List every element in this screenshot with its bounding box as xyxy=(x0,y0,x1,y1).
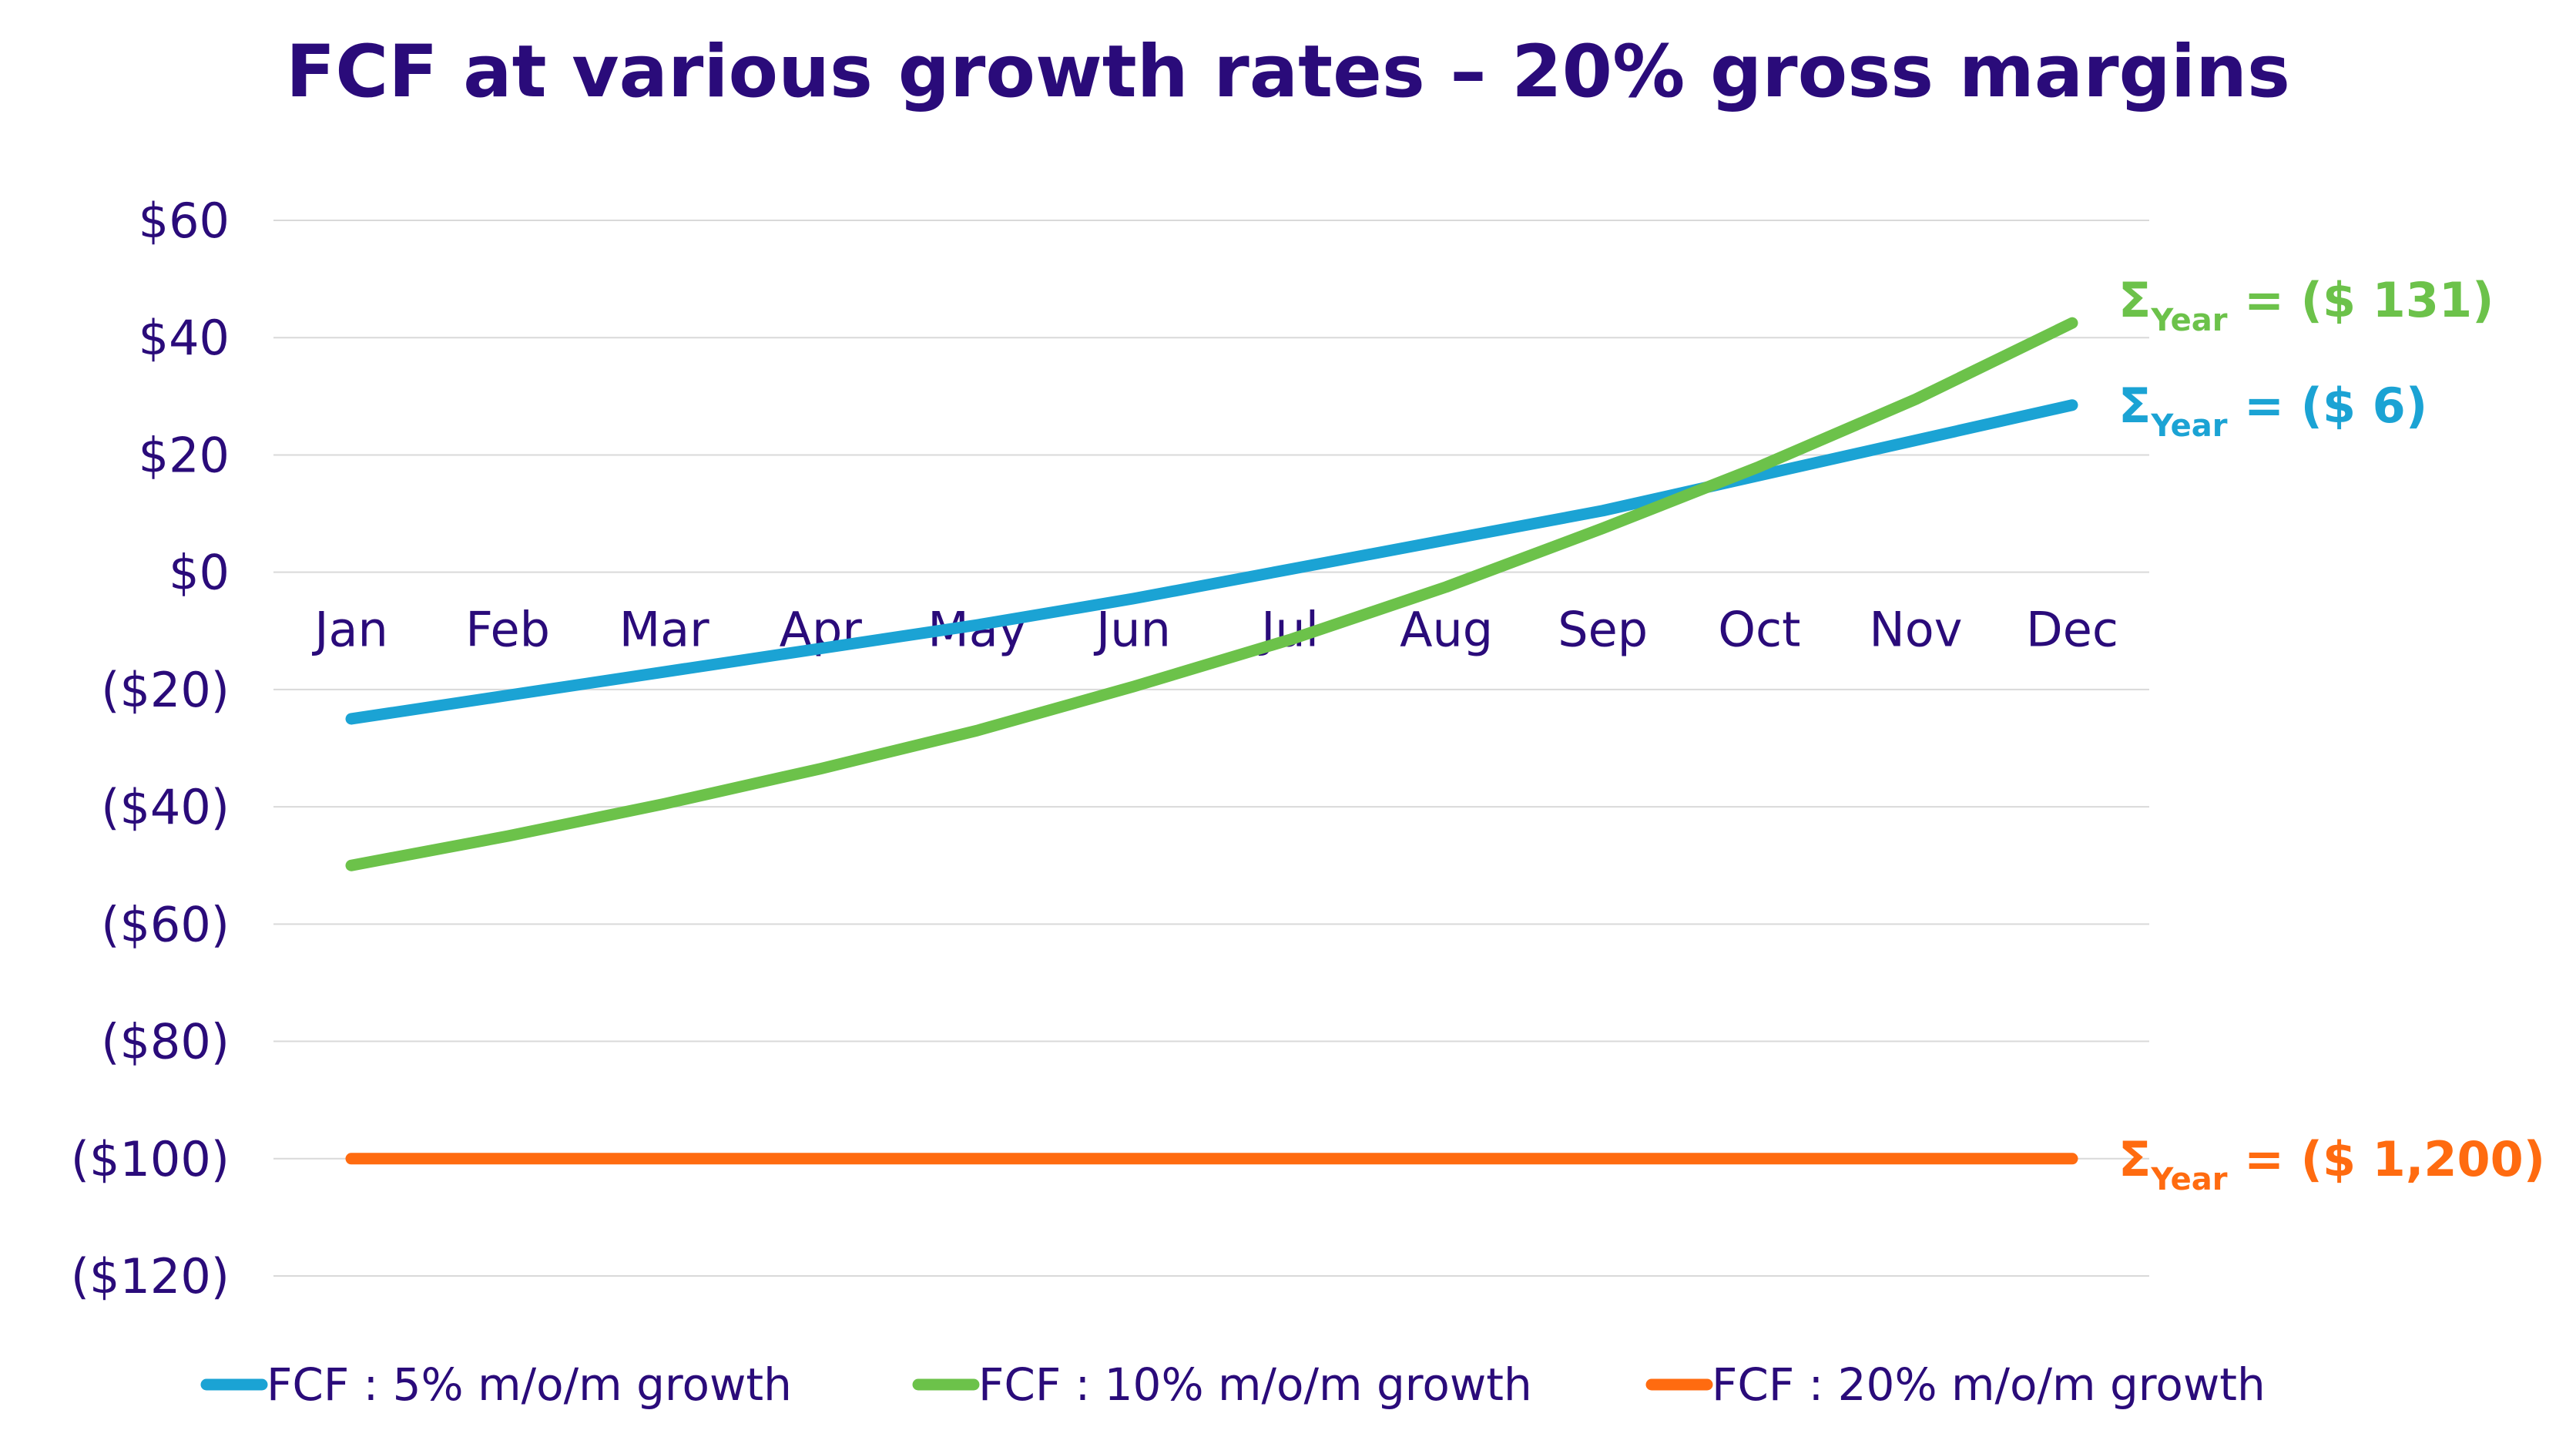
x-tick-label: Sep xyxy=(1558,602,1648,658)
y-tick-label: ($120) xyxy=(71,1248,230,1304)
gridlines xyxy=(273,220,2149,1277)
series-line xyxy=(345,399,2078,725)
y-tick-label: $40 xyxy=(139,310,230,366)
y-axis-ticks: $60 $40 $20 $0 ($20) ($40) ($60) ($80) ($100) ($1… xyxy=(71,193,230,1304)
y-tick-label: $20 xyxy=(139,427,230,483)
series-total-annotation: ΣYear = ($ 1,200) xyxy=(2118,1131,2545,1197)
y-tick-label: ($40) xyxy=(101,779,230,835)
x-tick-label: Feb xyxy=(465,602,550,658)
x-tick-label: Aug xyxy=(1400,602,1493,658)
y-tick-label: $0 xyxy=(169,545,230,601)
legend: FCF : 5% m/o/m growth FCF : 10% m/o/m gro… xyxy=(200,1358,2266,1411)
legend-label: FCF : 5% m/o/m growth xyxy=(267,1358,792,1411)
y-tick-label: $60 xyxy=(139,193,230,249)
series-line xyxy=(345,317,2078,871)
x-tick-label: Jan xyxy=(311,602,388,658)
series-annotations: ΣYear = ($ 6) ΣYear = ($ 131) ΣYear = ($ 1… xyxy=(2118,272,2545,1197)
legend-label: FCF : 20% m/o/m growth xyxy=(1712,1358,2266,1411)
x-tick-label: Nov xyxy=(1869,602,1962,658)
chart-title: FCF at various growth rates – 20% gross … xyxy=(286,30,2290,114)
series-total-annotation: ΣYear = ($ 131) xyxy=(2118,272,2494,338)
y-tick-label: ($60) xyxy=(101,896,230,952)
x-axis-ticks: Jan Feb Mar Apr May Jun Jul Aug Sep Oct Nov Dec xyxy=(311,602,2118,658)
y-tick-label: ($20) xyxy=(101,662,230,718)
series-total-annotation: ΣYear = ($ 6) xyxy=(2118,378,2427,444)
x-tick-label: Jun xyxy=(1093,602,1171,658)
y-tick-label: ($100) xyxy=(71,1131,230,1187)
x-tick-label: Oct xyxy=(1718,602,1800,658)
y-tick-label: ($80) xyxy=(101,1014,230,1070)
legend-label: FCF : 10% m/o/m growth xyxy=(978,1358,1532,1411)
series-lines xyxy=(345,317,2078,1165)
x-tick-label: Mar xyxy=(619,602,709,658)
x-tick-label: Dec xyxy=(2026,602,2118,658)
